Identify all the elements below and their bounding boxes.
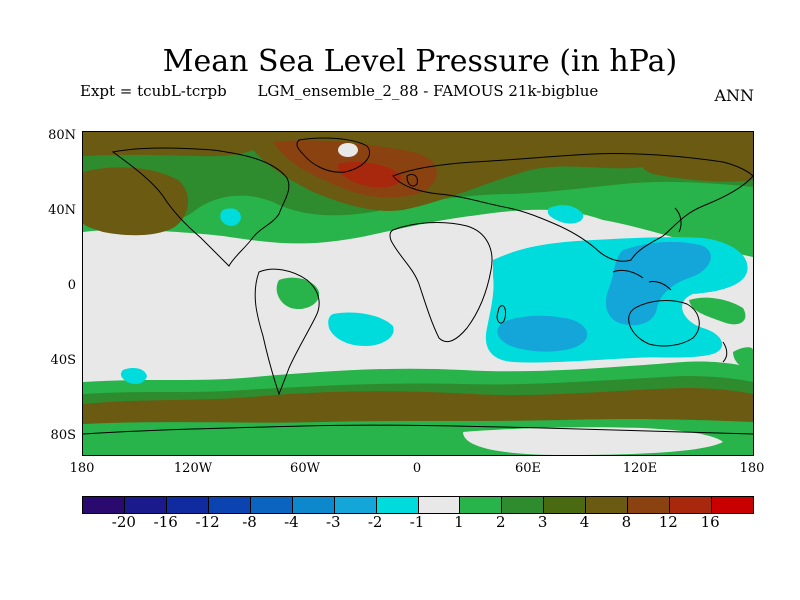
x-tick-180-left: 180 bbox=[69, 461, 95, 476]
indian-ocean-negative-core bbox=[497, 315, 588, 352]
colorbar-label-2: -12 bbox=[195, 513, 220, 531]
north-atlantic-high-core bbox=[337, 161, 402, 188]
coast-north-america bbox=[111, 147, 290, 267]
coast-japan bbox=[674, 207, 682, 233]
colorbar-segment-5 bbox=[292, 497, 335, 513]
subtitle-left: Expt = tcubL-tcrpb LGM_ensemble_2_88 - F… bbox=[80, 82, 598, 100]
colorbar-segment-13 bbox=[628, 497, 671, 513]
coast-antarctica bbox=[83, 424, 753, 435]
colorbar bbox=[82, 496, 754, 514]
coast-africa bbox=[389, 222, 493, 343]
y-tick-80s: 80S bbox=[50, 428, 76, 443]
colorbar-segment-9 bbox=[460, 497, 503, 513]
coast-indonesia bbox=[612, 269, 672, 291]
colorbar-label-12: 8 bbox=[621, 513, 632, 531]
colorbar-label-3: -8 bbox=[242, 513, 257, 531]
colorbar-label-7: -1 bbox=[409, 513, 425, 531]
x-tick-60e: 60E bbox=[514, 461, 542, 476]
colorbar-label-8: 1 bbox=[454, 513, 464, 531]
coast-uk bbox=[406, 173, 418, 187]
colorbar-label-4: -4 bbox=[284, 513, 299, 531]
colorbar-segment-2 bbox=[166, 497, 209, 513]
colorbar-label-13: 12 bbox=[658, 513, 678, 531]
colorbar-segment-6 bbox=[334, 497, 377, 513]
coast-madagascar bbox=[496, 305, 506, 324]
north-america-cyan-patch bbox=[220, 208, 241, 226]
y-tick-40s: 40S bbox=[50, 353, 76, 368]
coastlines bbox=[83, 137, 753, 435]
colorbar-segment-0 bbox=[83, 497, 125, 513]
colorbar-segment-7 bbox=[376, 497, 419, 513]
greenland-neutral-spot bbox=[338, 143, 358, 157]
x-tick-120w: 120W bbox=[173, 461, 213, 476]
colorbar-label-0: -20 bbox=[111, 513, 136, 531]
colorbar-segment-15 bbox=[712, 497, 753, 513]
north-pacific-brown bbox=[83, 167, 189, 236]
coast-south-america bbox=[254, 268, 320, 396]
south-pacific-green bbox=[733, 347, 753, 372]
colorbar-label-5: -3 bbox=[325, 513, 341, 531]
colorbar-label-6: -2 bbox=[367, 513, 383, 531]
equatorial-atlantic-green bbox=[276, 277, 320, 310]
map-svg bbox=[83, 132, 753, 455]
x-tick-120e: 120E bbox=[622, 461, 658, 476]
west-pacific-negative-core bbox=[605, 241, 711, 326]
chart-title: Mean Sea Level Pressure (in hPa) bbox=[162, 44, 678, 79]
colorbar-segment-3 bbox=[208, 497, 251, 513]
coast-australia bbox=[628, 300, 700, 347]
colorbar-segment-8 bbox=[418, 497, 461, 513]
y-tick-80n: 80N bbox=[48, 128, 76, 143]
colorbar-label-11: 4 bbox=[579, 513, 590, 531]
colorbar-label-10: 3 bbox=[537, 513, 548, 531]
colorbar-label-1: -16 bbox=[153, 513, 178, 531]
colorbar-label-14: 16 bbox=[700, 513, 720, 531]
south-pacific-cyan-patch bbox=[120, 368, 147, 384]
west-pacific-green bbox=[689, 297, 746, 325]
colorbar-segment-11 bbox=[544, 497, 587, 513]
colorbar-segment-14 bbox=[670, 497, 713, 513]
y-tick-0: 0 bbox=[67, 278, 76, 293]
y-tick-40n: 40N bbox=[48, 203, 76, 218]
colorbar-segment-4 bbox=[250, 497, 293, 513]
arabian-cyan-patch bbox=[547, 205, 584, 224]
coast-greenland bbox=[296, 137, 370, 173]
x-tick-60w: 60W bbox=[290, 461, 320, 476]
pressure-map bbox=[82, 131, 754, 456]
colorbar-segment-1 bbox=[124, 497, 167, 513]
colorbar-segment-12 bbox=[586, 497, 629, 513]
x-tick-0: 0 bbox=[412, 461, 422, 476]
antarctic-neutral bbox=[463, 427, 723, 455]
siberia-brown bbox=[638, 151, 753, 182]
colorbar-segment-10 bbox=[502, 497, 545, 513]
colorbar-label-9: 2 bbox=[495, 513, 506, 531]
coast-new-zealand bbox=[722, 341, 728, 363]
south-atlantic-cyan-patch bbox=[328, 312, 394, 346]
season-label: ANN bbox=[714, 86, 754, 105]
coast-eurasia bbox=[392, 152, 753, 262]
x-tick-180-right: 180 bbox=[739, 461, 765, 476]
ensemble-label: LGM_ensemble_2_88 - FAMOUS 21k-bigblue bbox=[257, 82, 599, 100]
experiment-label: Expt = tcubL-tcrpb bbox=[80, 82, 227, 100]
